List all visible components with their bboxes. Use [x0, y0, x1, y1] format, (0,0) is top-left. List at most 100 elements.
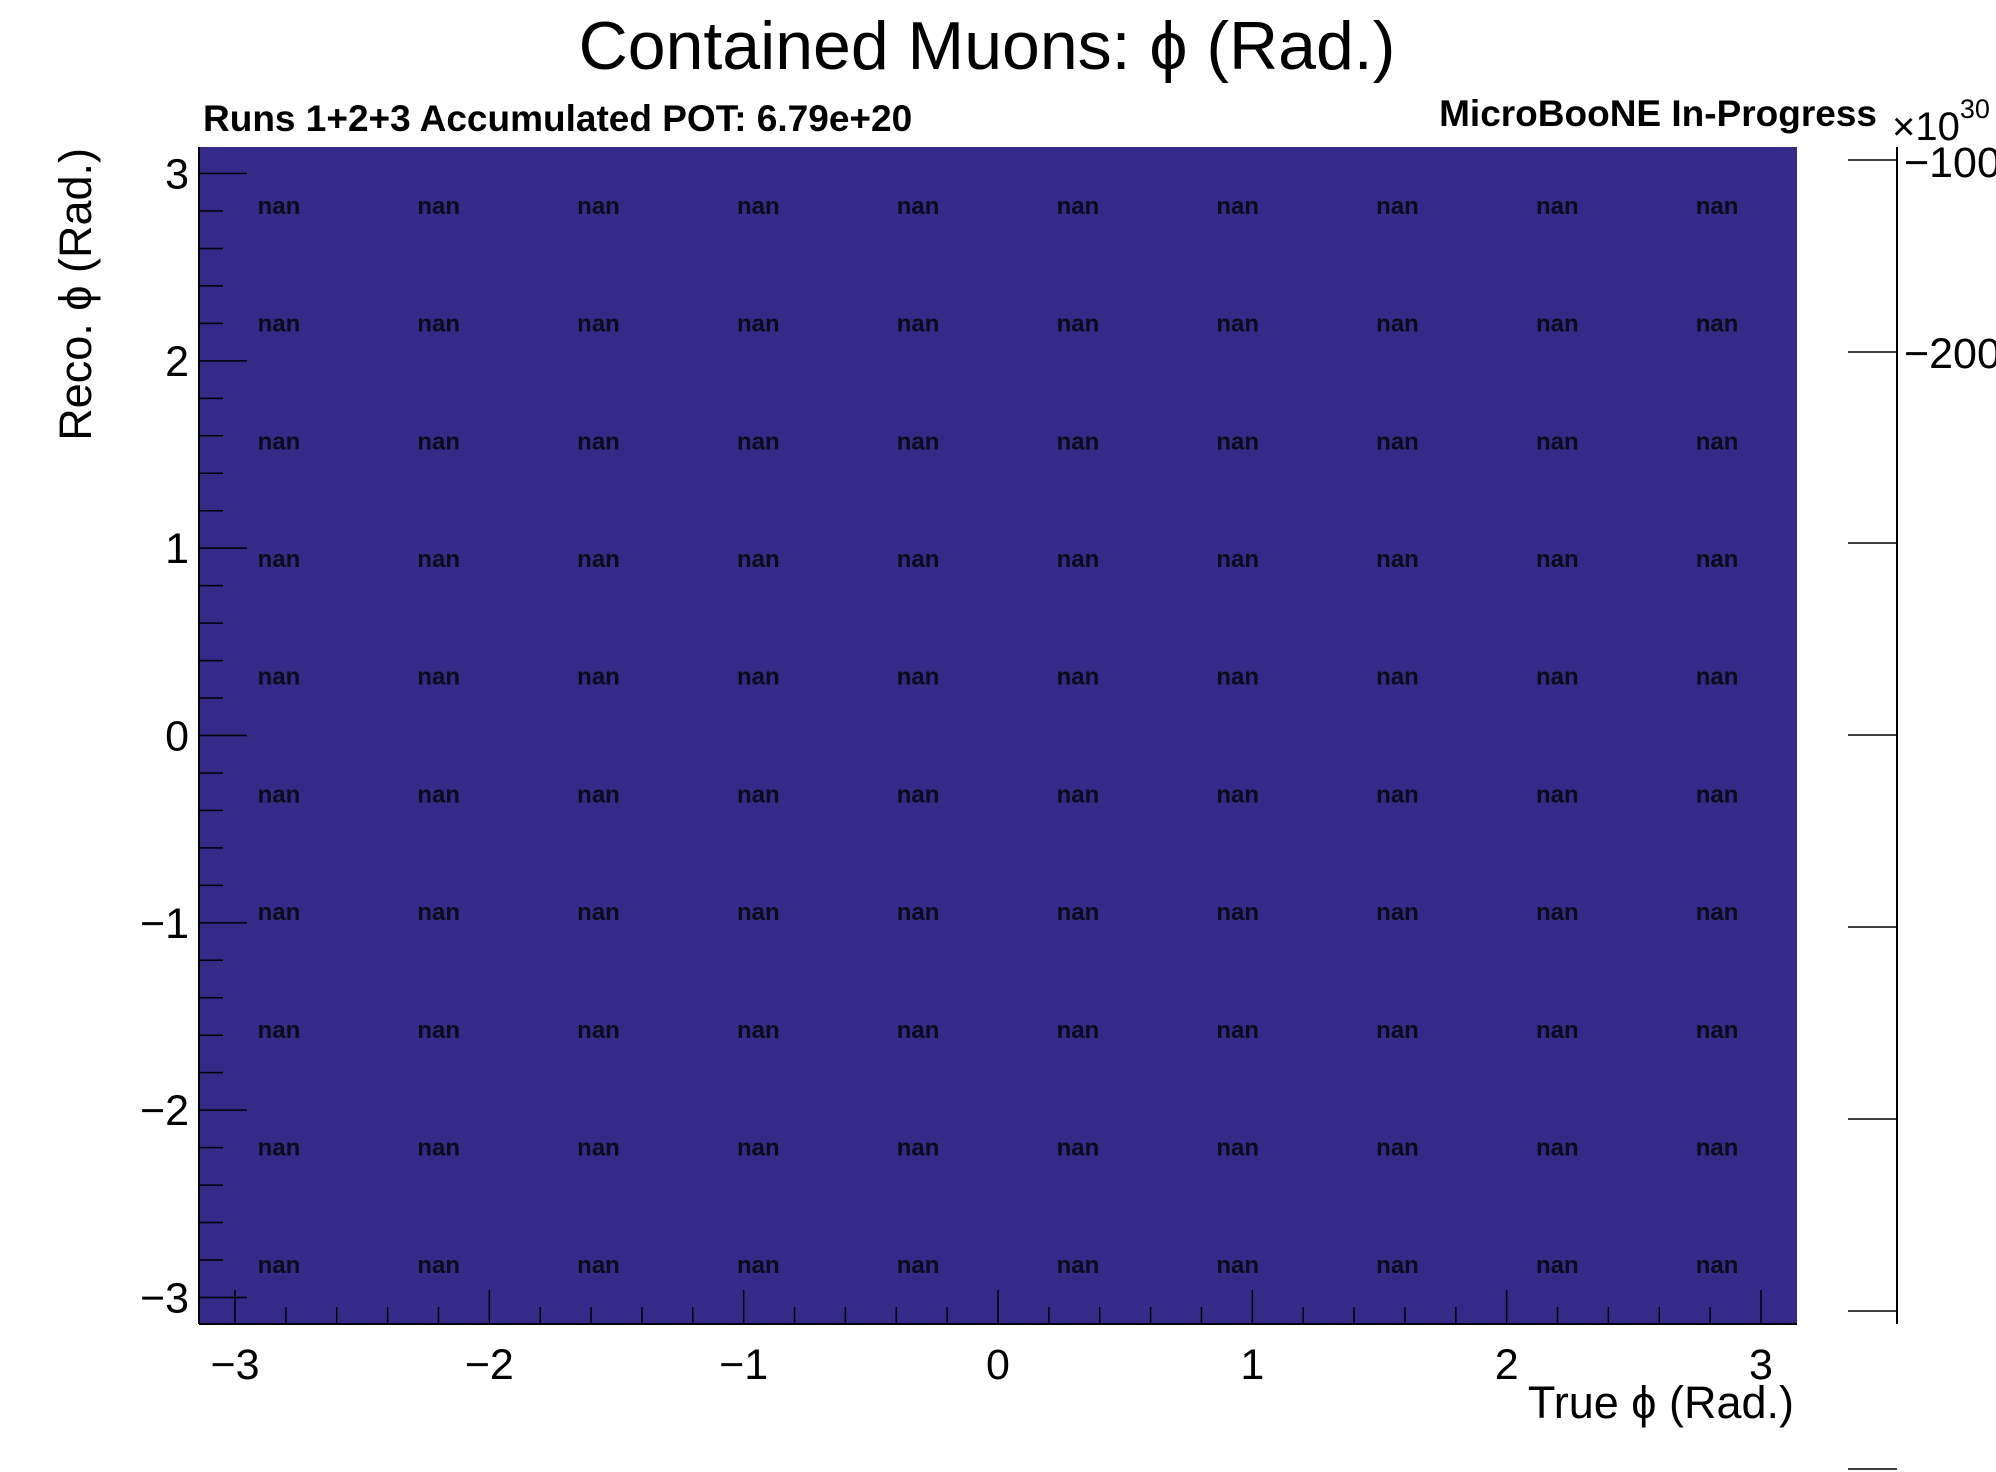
cell-value-label: nan: [737, 428, 780, 455]
cell-value-label: nan: [1216, 1134, 1259, 1161]
subtitle-experiment: MicroBooNE In-Progress: [1439, 93, 1877, 134]
cell-value-label: nan: [417, 1017, 460, 1044]
cell-value-label: nan: [258, 193, 301, 220]
cell-value-label: nan: [897, 311, 940, 338]
cell-value-label: nan: [1376, 899, 1419, 926]
cell-value-label: nan: [1376, 193, 1419, 220]
color-palette-axis: ×1030 −100 −200: [1848, 94, 1996, 1470]
cell-value-label: nan: [1216, 1252, 1259, 1279]
cell-value-label: nan: [1696, 1017, 1739, 1044]
cell-value-label: nan: [737, 664, 780, 691]
chart-title: Contained Muons: ϕ (Rad.): [579, 8, 1396, 84]
cell-value-label: nan: [737, 781, 780, 808]
cell-value-label: nan: [1057, 1134, 1100, 1161]
svg-text:×1030: ×1030: [1892, 94, 1990, 149]
cell-value-label: nan: [1376, 781, 1419, 808]
cell-value-label: nan: [1057, 193, 1100, 220]
cell-value-label: nan: [1536, 193, 1579, 220]
cell-value-label: nan: [417, 1252, 460, 1279]
cell-value-label: nan: [417, 899, 460, 926]
cell-value-label: nan: [897, 1134, 940, 1161]
cell-value-label: nan: [1057, 428, 1100, 455]
cell-value-label: nan: [1057, 664, 1100, 691]
cell-value-label: nan: [1057, 311, 1100, 338]
y-tick-label: −1: [140, 900, 189, 948]
cell-value-label: nan: [417, 428, 460, 455]
cell-value-label: nan: [1216, 428, 1259, 455]
cell-value-label: nan: [258, 311, 301, 338]
cell-value-label: nan: [897, 781, 940, 808]
cell-value-label: nan: [1376, 1252, 1419, 1279]
cell-value-label: nan: [1376, 1134, 1419, 1161]
x-tick-label: 2: [1495, 1341, 1519, 1389]
cell-value-label: nan: [1696, 193, 1739, 220]
cell-value-label: nan: [897, 1252, 940, 1279]
y-tick-label: −2: [140, 1087, 189, 1135]
cell-value-label: nan: [577, 781, 620, 808]
cell-value-label: nan: [258, 1134, 301, 1161]
cell-value-label: nan: [417, 546, 460, 573]
cell-value-label: nan: [577, 664, 620, 691]
y-tick-label: 1: [165, 525, 189, 573]
cell-value-label: nan: [1536, 781, 1579, 808]
colorbar-exponent: 30: [1960, 94, 1990, 124]
cell-value-label: nan: [258, 781, 301, 808]
cell-value-label: nan: [577, 193, 620, 220]
x-tick-label: −3: [210, 1341, 259, 1389]
cell-value-label: nan: [1696, 664, 1739, 691]
cell-value-label: nan: [1216, 899, 1259, 926]
cell-value-label: nan: [258, 664, 301, 691]
cell-value-label: nan: [737, 899, 780, 926]
cell-value-label: nan: [897, 428, 940, 455]
cell-value-label: nan: [1216, 1017, 1259, 1044]
cell-value-label: nan: [258, 899, 301, 926]
cell-value-label: nan: [1216, 781, 1259, 808]
cell-value-label: nan: [1376, 546, 1419, 573]
x-axis-label: True ϕ (Rad.): [1528, 1377, 1794, 1428]
cell-value-label: nan: [1376, 664, 1419, 691]
cell-value-label: nan: [737, 1134, 780, 1161]
cell-value-label: nan: [417, 1134, 460, 1161]
cell-value-label: nan: [1536, 311, 1579, 338]
cell-value-label: nan: [737, 1017, 780, 1044]
y-tick-label: 0: [165, 713, 189, 761]
subtitle-pot: Runs 1+2+3 Accumulated POT: 6.79e+20: [203, 98, 912, 139]
x-tick-label: −1: [719, 1341, 768, 1389]
cell-value-label: nan: [1696, 1134, 1739, 1161]
cell-value-label: nan: [577, 1017, 620, 1044]
cell-value-label: nan: [577, 1134, 620, 1161]
cell-value-label: nan: [737, 546, 780, 573]
cell-value-label: nan: [1696, 428, 1739, 455]
palette-tick-label: −100: [1904, 139, 1996, 187]
x-tick-label: 0: [986, 1341, 1010, 1389]
y-tick-label: 2: [165, 338, 189, 386]
cell-value-label: nan: [1216, 311, 1259, 338]
cell-value-label: nan: [1057, 1252, 1100, 1279]
cell-value-label: nan: [1216, 193, 1259, 220]
cell-value-label: nan: [1536, 1134, 1579, 1161]
cell-value-label: nan: [1536, 428, 1579, 455]
cell-value-label: nan: [1536, 1252, 1579, 1279]
cell-value-label: nan: [577, 546, 620, 573]
cell-value-label: nan: [1057, 1017, 1100, 1044]
cell-value-label: nan: [417, 311, 460, 338]
heatmap-fill: [199, 147, 1797, 1324]
cell-value-label: nan: [417, 664, 460, 691]
cell-value-label: nan: [737, 193, 780, 220]
colorbar-multiplier: ×10: [1892, 105, 1960, 149]
x-tick-label: 1: [1240, 1341, 1264, 1389]
cell-value-label: nan: [577, 1252, 620, 1279]
cell-value-label: nan: [258, 546, 301, 573]
x-tick-label: −2: [465, 1341, 514, 1389]
cell-value-label: nan: [577, 311, 620, 338]
cell-value-label: nan: [737, 1252, 780, 1279]
palette-tick-label: −200: [1904, 330, 1996, 378]
y-tick-label: −3: [140, 1274, 189, 1322]
cell-value-label: nan: [1696, 781, 1739, 808]
cell-value-label: nan: [897, 899, 940, 926]
cell-value-label: nan: [577, 428, 620, 455]
y-axis-label: Reco. ϕ (Rad.): [50, 148, 101, 441]
cell-value-label: nan: [897, 664, 940, 691]
